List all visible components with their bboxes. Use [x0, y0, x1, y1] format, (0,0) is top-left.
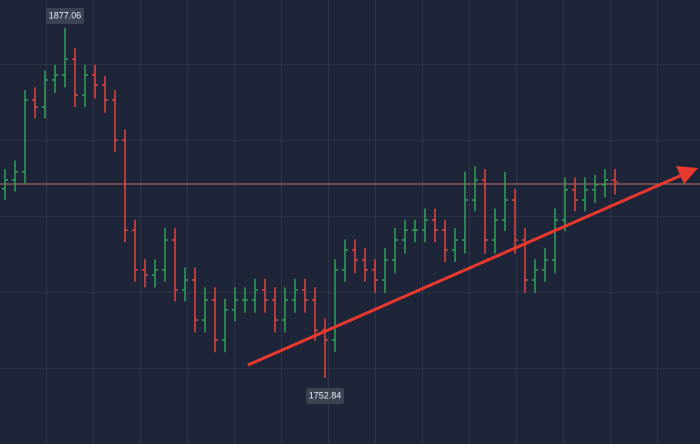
ohlc-bar: [502, 171, 508, 232]
ohlc-bar: [382, 247, 388, 293]
ohlc-bar: [132, 219, 138, 282]
ohlc-bar: [592, 174, 598, 203]
ohlc-bar: [122, 129, 128, 243]
ohlc-bar: [272, 287, 278, 333]
ohlc-bar: [572, 177, 578, 212]
ohlc-bar: [522, 228, 528, 293]
price-label-box: [306, 387, 344, 404]
ohlc-bar: [482, 169, 488, 254]
ohlc-bar: [362, 247, 368, 282]
ohlc-bar: [72, 47, 78, 108]
ohlc-bar: [192, 267, 198, 333]
ohlc-bar: [282, 287, 288, 333]
ohlc-bar: [322, 318, 328, 378]
ohlc-bar: [262, 278, 268, 313]
ohlc-bar: [102, 76, 108, 113]
ohlc-bar: [12, 160, 18, 192]
ohlc-bar: [252, 278, 258, 313]
ohlc-bar: [582, 177, 588, 212]
ohlc-bar: [82, 64, 88, 108]
ohlc-bar: [352, 239, 358, 274]
trend-arrow: [247, 166, 698, 367]
ohlc-bar: [442, 219, 448, 263]
ohlc-bar: [42, 70, 48, 119]
trend-line: [247, 173, 683, 367]
ohlc-bar: [212, 287, 218, 353]
arrow-head: [676, 166, 698, 184]
ohlc-bar: [152, 259, 158, 288]
ohlc-bar: [372, 259, 378, 293]
ohlc-bar: [472, 166, 478, 212]
ohlc-bar: [62, 28, 68, 88]
ohlc-bar: [232, 287, 238, 322]
ohlc-bar: [552, 208, 558, 274]
ohlc-bar: [292, 278, 298, 313]
ohlc-bar: [242, 287, 248, 313]
ohlc-bar: [52, 64, 58, 93]
price-label-box: [46, 8, 84, 25]
ohlc-bar: [32, 87, 38, 119]
ohlc-bar: [542, 247, 548, 282]
ohlc-bar: [332, 259, 338, 353]
ohlc-bar: [562, 177, 568, 232]
ohlc-bar: [462, 171, 468, 254]
ohlc-bar: [172, 228, 178, 302]
ohlc-bar: [392, 228, 398, 274]
ohlc-bar: [312, 287, 318, 341]
ohlc-bar: [452, 228, 458, 263]
ohlc-bar: [512, 188, 518, 254]
ohlc-bar: [22, 90, 28, 184]
ohlc-bar: [432, 208, 438, 243]
ohlc-bar: [142, 259, 148, 288]
ohlc-bar: [202, 287, 208, 333]
ohlc-bar: [182, 267, 188, 302]
ohlc-bar: [302, 278, 308, 313]
ohlc-bar: [422, 208, 428, 243]
price-label: 1752.84: [309, 390, 342, 400]
ohlc-bar: [402, 219, 408, 254]
price-label: 1877.06: [49, 10, 82, 20]
ohlc-bar: [612, 169, 618, 195]
ohlc-bar: [222, 298, 228, 353]
ohlc-bar: [2, 169, 8, 201]
ohlc-bar: [492, 208, 498, 254]
ohlc-bar: [412, 219, 418, 243]
ohlc-bar: [112, 90, 118, 153]
ohlc-bar: [532, 259, 538, 293]
ohlc-bar: [92, 64, 98, 99]
ohlc-bar: [162, 228, 168, 282]
ohlc-bar: [342, 239, 348, 282]
ohlc-bar: [602, 169, 608, 198]
